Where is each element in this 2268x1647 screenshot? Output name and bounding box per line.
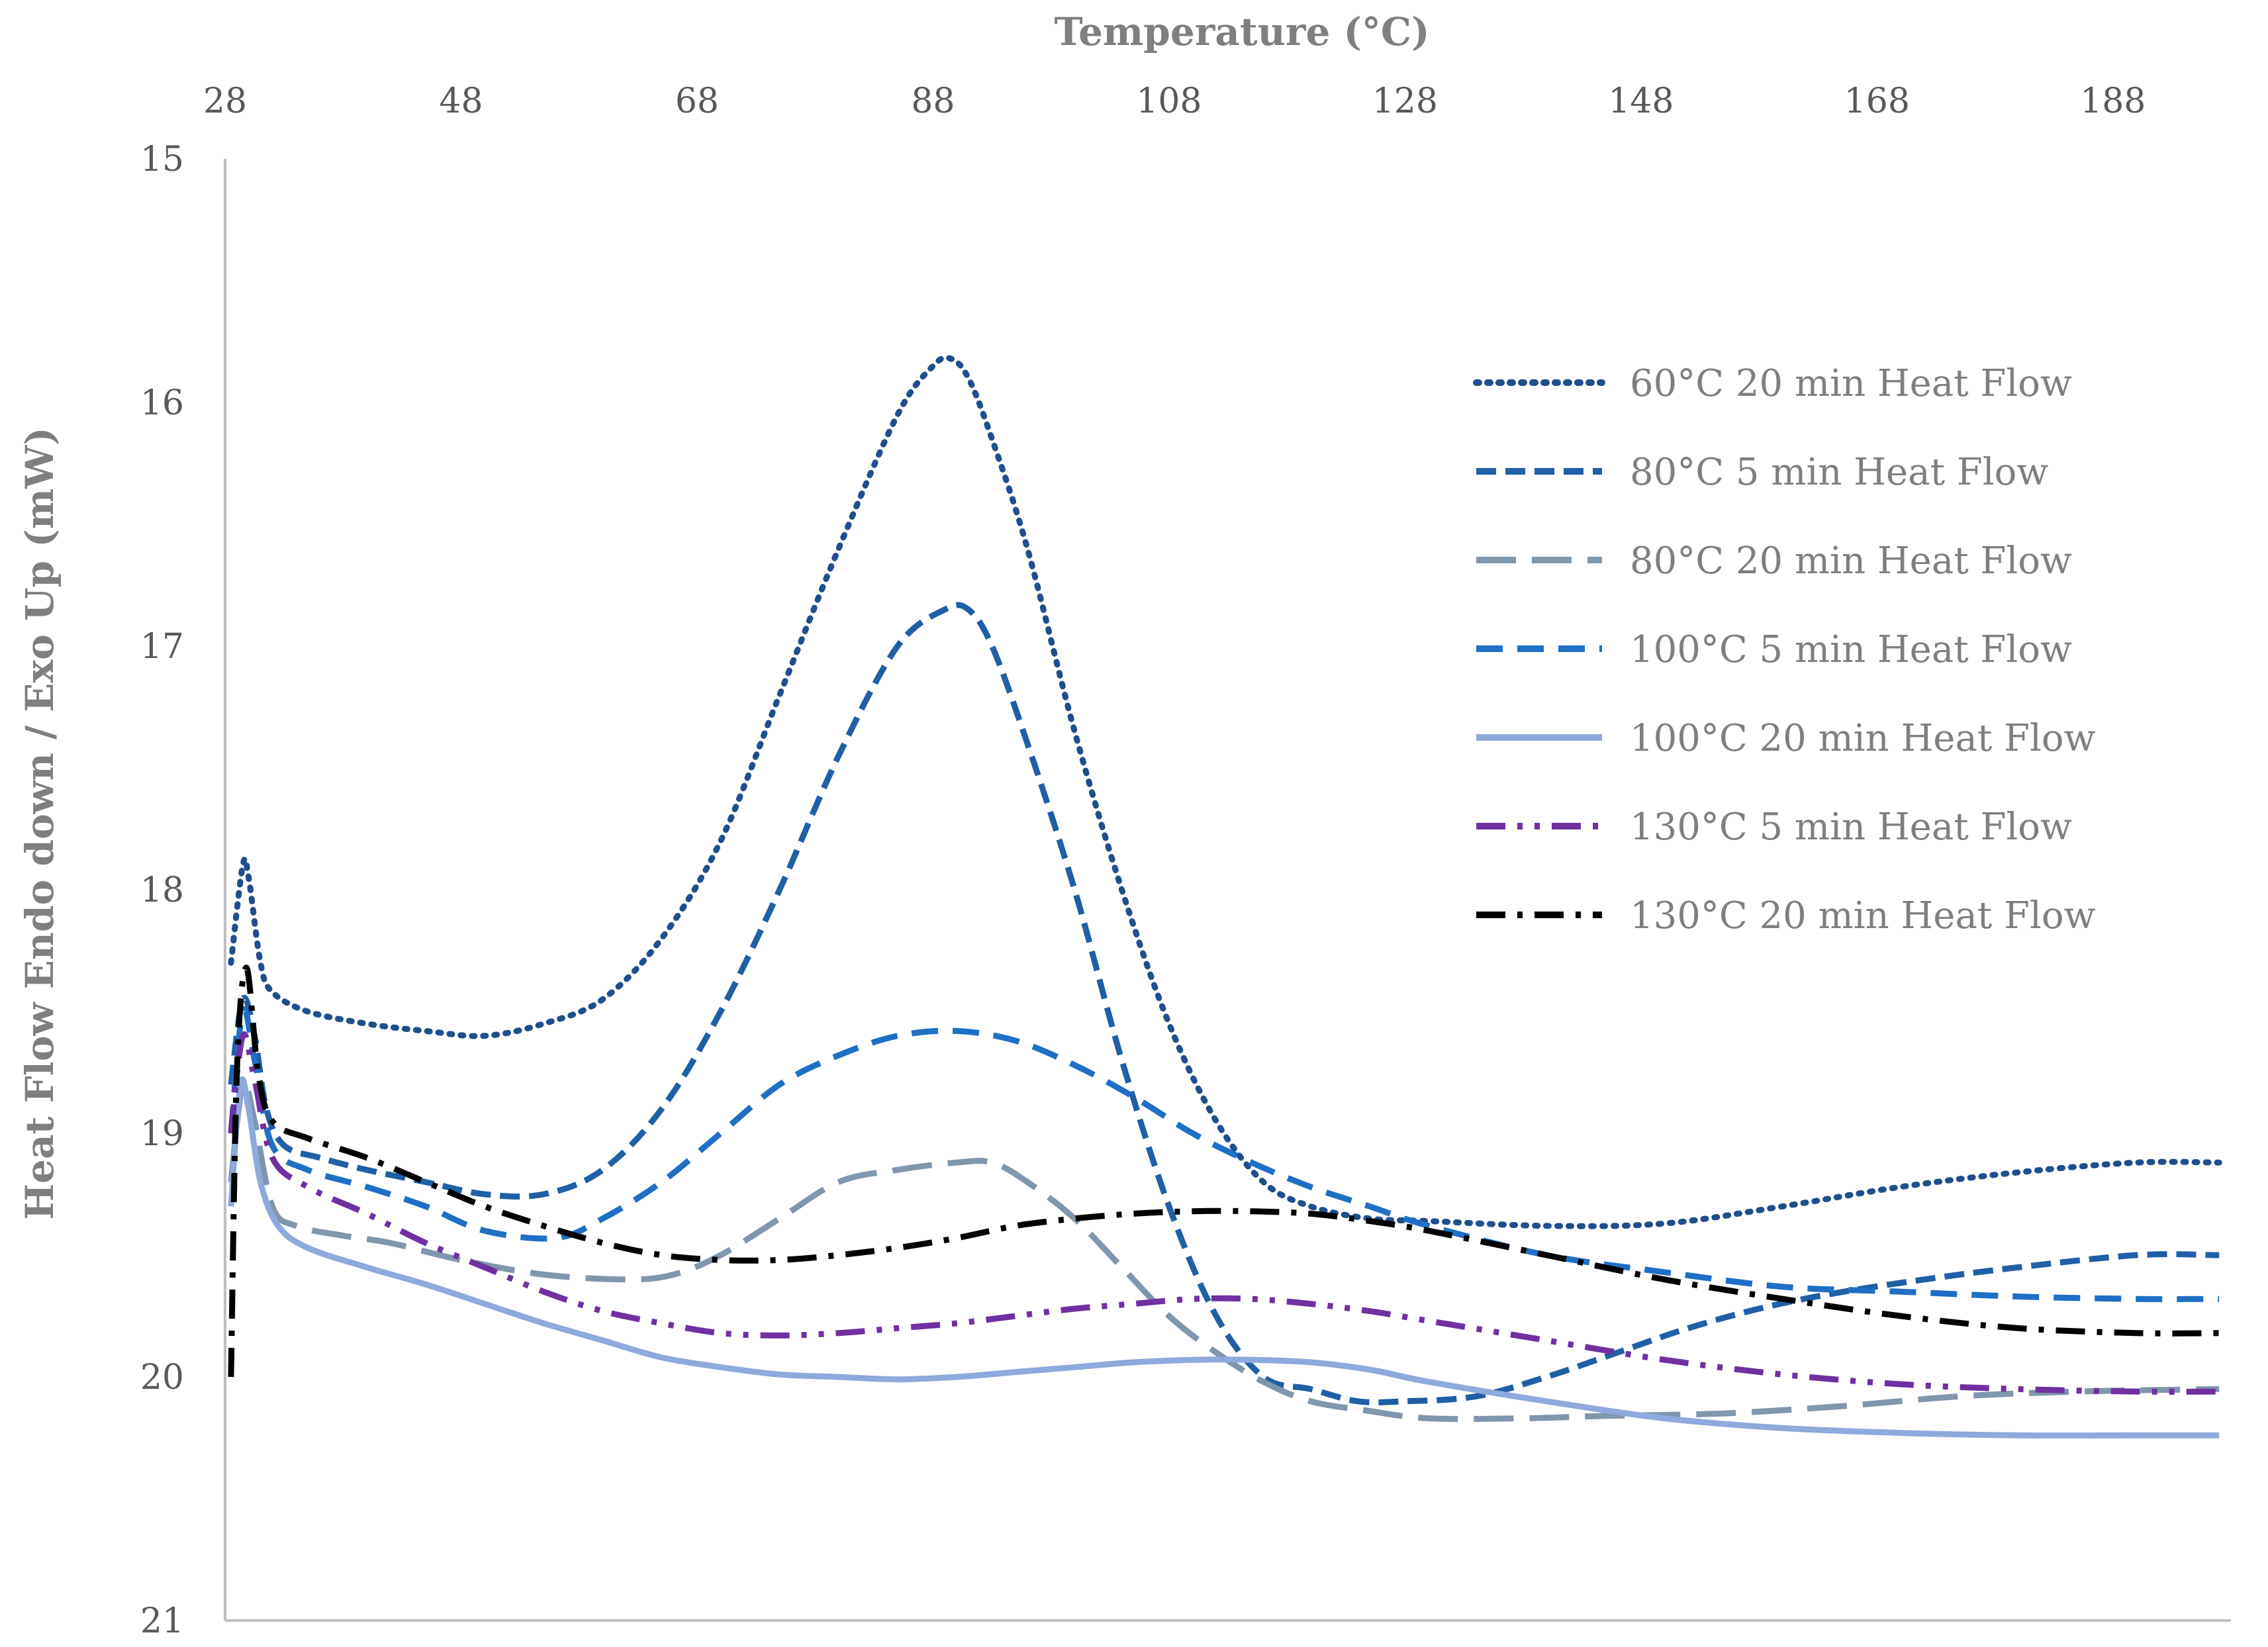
x-tick-label-0: 28 <box>203 81 247 121</box>
y-tick-label-2: 17 <box>140 627 184 667</box>
series-line-4 <box>228 1076 2220 1439</box>
legend-label-5: 130°C 5 min Heat Flow <box>1630 806 2072 849</box>
legend-label-0: 60°C 20 min Heat Flow <box>1630 362 2072 405</box>
y-axis-title: Heat Flow Endo down / Exo Up (mW) <box>17 427 62 1219</box>
series-line-0 <box>228 354 2222 1229</box>
series-line-6 <box>228 965 2220 1378</box>
y-tick-label-6: 21 <box>140 1601 184 1641</box>
x-tick-label-8: 188 <box>2080 81 2146 121</box>
y-tick-label-1: 16 <box>140 383 184 423</box>
series-line-3 <box>228 1006 2220 1303</box>
x-axis-title: Temperature (°C) <box>1054 9 1429 54</box>
y-tick-label-5: 20 <box>140 1358 184 1397</box>
x-tick-label-5: 128 <box>1372 81 1438 121</box>
series-line-2 <box>228 1079 2220 1423</box>
y-tick-label-0: 15 <box>140 140 184 179</box>
legend: 60°C 20 min Heat Flow 80°C 5 min Heat Flo… <box>1473 362 2096 937</box>
y-tick-label-3: 18 <box>140 871 184 910</box>
legend-label-3: 100°C 5 min Heat Flow <box>1630 628 2072 671</box>
y-axis-ticks: 15 16 17 18 19 20 21 <box>140 140 184 1641</box>
x-tick-label-6: 148 <box>1608 81 1674 121</box>
x-axis-ticks: 28 48 68 88 108 128 148 168 188 <box>203 81 2146 121</box>
series-line-1 <box>228 602 2220 1405</box>
data-series <box>228 354 2222 1439</box>
x-tick-label-4: 108 <box>1136 81 1202 121</box>
x-tick-label-3: 88 <box>911 81 955 121</box>
legend-label-1: 80°C 5 min Heat Flow <box>1630 451 2048 494</box>
y-tick-label-4: 19 <box>140 1114 184 1154</box>
legend-label-4: 100°C 20 min Heat Flow <box>1630 717 2096 760</box>
legend-label-2: 80°C 20 min Heat Flow <box>1630 540 2072 583</box>
x-tick-label-2: 68 <box>675 81 719 121</box>
x-tick-label-7: 168 <box>1844 81 1910 121</box>
x-tick-label-1: 48 <box>439 81 483 121</box>
legend-label-6: 130°C 20 min Heat Flow <box>1630 894 2096 937</box>
